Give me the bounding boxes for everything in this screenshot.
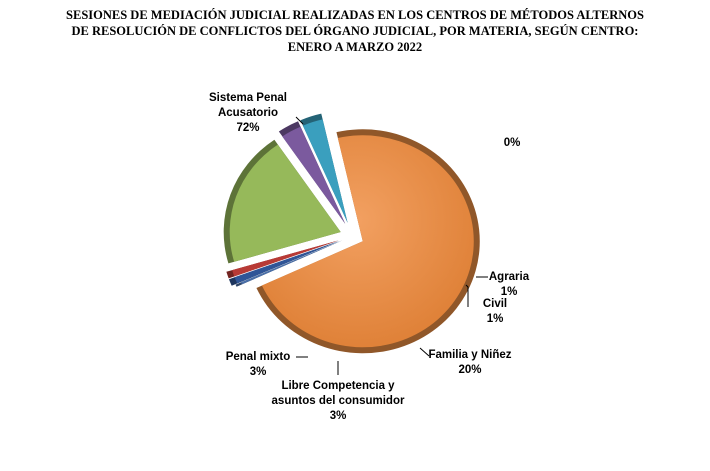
pie-slice-2: [228, 241, 339, 286]
pie-slice-0: [256, 129, 480, 354]
slice-label-3: Civil 1%: [465, 284, 507, 325]
chart-title-line-2: DE RESOLUCIÓN DE CONFLICTOS DEL ÓRGANO J…: [72, 24, 639, 38]
slice-percent-label: 72%: [236, 122, 259, 134]
pie-slice-face-2: [234, 241, 339, 284]
slice-label-6: Penal mixto 3%: [226, 351, 308, 378]
slice-label-text: Acusatorio: [218, 107, 278, 119]
pie-slice-face-0: [261, 135, 474, 348]
pie-slice-5: [278, 121, 346, 224]
pie-slice-4: [223, 139, 341, 264]
slice-label-0: Sistema Penal Acusatorio 72%: [209, 92, 304, 134]
slice-label-text: Penal mixto: [226, 351, 291, 363]
slice-label-1: 0%: [504, 137, 521, 149]
pie-slice-face-6: [302, 119, 348, 223]
slice-label-text: Familia y Niñez: [428, 349, 511, 361]
chart-title: SESIONES DE MEDIACIÓN JUDICIAL REALIZADA…: [66, 8, 644, 54]
pie-slice-face-1: [241, 240, 343, 285]
chart-title-line-3: ENERO A MARZO 2022: [288, 40, 422, 54]
slice-label-2: Agraria 1%: [476, 271, 530, 298]
slice-percent-label: 0%: [504, 137, 521, 149]
pie-slice-face-5: [282, 126, 346, 224]
slice-percent-label: 1%: [487, 313, 504, 325]
pie-slice-face-4: [229, 144, 341, 262]
pie-slice-3: [226, 240, 339, 279]
slice-label-text: Civil: [483, 298, 507, 310]
slice-percent-label: 20%: [458, 364, 481, 376]
slice-label-text: Agraria: [489, 271, 530, 283]
slice-label-text: asuntos del consumidor: [272, 395, 405, 407]
slice-percent-label: 1%: [501, 286, 518, 298]
slice-label-5: Libre Competencia y asuntos del consumido…: [272, 361, 405, 422]
slice-label-text: Libre Competencia y: [281, 380, 395, 392]
pie-slice-face-3: [232, 240, 339, 277]
slice-label-text: Sistema Penal: [209, 92, 287, 104]
leader-line: [419, 347, 430, 357]
leader-line: [295, 116, 304, 125]
pie-slice-1: [235, 240, 343, 287]
pie-slice-6: [300, 113, 348, 223]
leader-line: [465, 284, 469, 307]
slice-percent-label: 3%: [330, 410, 347, 422]
slice-percent-label: 3%: [250, 366, 267, 378]
chart-title-line-1: SESIONES DE MEDIACIÓN JUDICIAL REALIZADA…: [66, 8, 644, 22]
slice-label-4: Familia y Niñez 20%: [419, 347, 512, 376]
